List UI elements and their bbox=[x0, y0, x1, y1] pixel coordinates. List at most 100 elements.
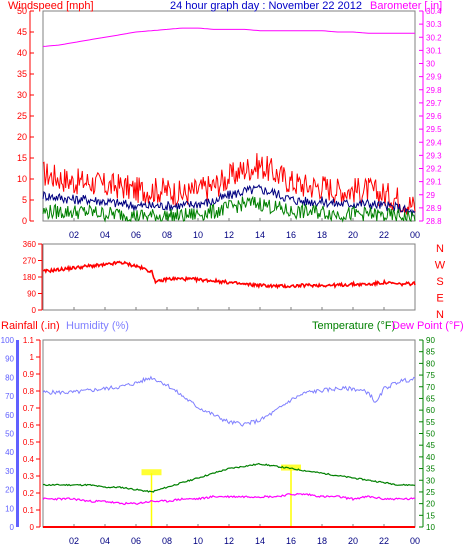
direction-tick-label: 90 bbox=[27, 290, 36, 299]
temperature-tick-label: 10 bbox=[426, 523, 435, 532]
wind-low-line bbox=[42, 195, 416, 223]
humidity-tick-label: 20 bbox=[5, 486, 14, 495]
x-tick-label: 02 bbox=[69, 536, 79, 546]
barometer-tick-label: 28.9 bbox=[426, 204, 442, 213]
barometer-tick-label: 29.2 bbox=[426, 165, 442, 174]
x-tick-label: 16 bbox=[286, 536, 296, 546]
barometer-tick-label: 29.7 bbox=[426, 99, 442, 108]
x-tick-label: 14 bbox=[255, 230, 265, 240]
direction-tick-label: 180 bbox=[23, 273, 37, 282]
x-tick-label: 04 bbox=[100, 536, 110, 546]
temperature-tick-label: 20 bbox=[426, 500, 435, 509]
temperature-line bbox=[42, 462, 416, 493]
barometer-tick-label: 30.3 bbox=[426, 20, 442, 29]
direction-tick-label: 270 bbox=[23, 257, 37, 266]
direction-tick-label: 360 bbox=[23, 240, 37, 249]
humidity-tick-label: 80 bbox=[5, 373, 14, 382]
temperature-tick-label: 70 bbox=[426, 383, 435, 392]
temperature-tick-label: 65 bbox=[426, 394, 435, 403]
humidity-tick-label: 60 bbox=[5, 411, 14, 420]
temperature-tick-label: 60 bbox=[426, 406, 435, 415]
x-tick-label: 22 bbox=[379, 230, 389, 240]
x-tick-label: 18 bbox=[317, 230, 327, 240]
wind-speed-line bbox=[42, 153, 416, 215]
rain-tick-label: 0.2 bbox=[23, 489, 35, 498]
wind-tick-label: 10 bbox=[17, 174, 27, 184]
wind-direction-line bbox=[42, 260, 416, 290]
x-tick-label: 06 bbox=[131, 536, 141, 546]
rain-tick-label: 0.6 bbox=[23, 421, 35, 430]
solar-marker-cap bbox=[281, 464, 301, 471]
humidity-tick-label: 50 bbox=[5, 430, 14, 439]
temperature-tick-label: 55 bbox=[426, 418, 435, 427]
rain-tick-label: 0.8 bbox=[23, 387, 35, 396]
rain-tick-label: 1.1 bbox=[23, 336, 35, 345]
temperature-tick-label: 75 bbox=[426, 371, 435, 380]
wind-tick-label: 50 bbox=[17, 6, 27, 16]
humidity-line bbox=[42, 375, 416, 427]
barometer-tick-label: 28.8 bbox=[426, 217, 442, 226]
barometer-tick-label: 29.6 bbox=[426, 112, 442, 121]
barometer-tick-label: 30.4 bbox=[426, 7, 442, 16]
temperature-tick-label: 35 bbox=[426, 465, 435, 474]
dewpoint-title: Dew Point (°F) bbox=[392, 320, 464, 332]
x-tick-label: 22 bbox=[379, 536, 389, 546]
barometer-tick-label: 29 bbox=[426, 191, 435, 200]
graph-title: 24 hour graph day : November 22 2012 bbox=[170, 0, 363, 12]
temperature-tick-label: 25 bbox=[426, 488, 435, 497]
humidity-title: Humidity (%) bbox=[66, 320, 129, 332]
x-tick-label: 12 bbox=[224, 536, 234, 546]
temperature-tick-label: 90 bbox=[426, 336, 435, 345]
temperature-tick-label: 40 bbox=[426, 453, 435, 462]
wind-tick-label: 5 bbox=[22, 195, 27, 205]
compass-label: N bbox=[436, 243, 444, 255]
wind-tick-label: 20 bbox=[17, 132, 27, 142]
wind-tick-label: 0 bbox=[22, 216, 27, 226]
rainfall-title: Rainfall (.in) bbox=[1, 320, 60, 332]
barometer-tick-label: 29.9 bbox=[426, 73, 442, 82]
temperature-tick-label: 80 bbox=[426, 359, 435, 368]
x-tick-label: 00 bbox=[410, 536, 420, 546]
temperature-tick-label: 50 bbox=[426, 430, 435, 439]
rain-tick-label: 0.9 bbox=[23, 370, 35, 379]
wind-tick-label: 40 bbox=[17, 48, 27, 58]
x-tick-label: 02 bbox=[69, 230, 79, 240]
wind-tick-label: 15 bbox=[17, 153, 27, 163]
barometer-title: Barometer [.in] bbox=[370, 0, 443, 12]
barometer-tick-label: 30.1 bbox=[426, 46, 442, 55]
temperature-tick-label: 15 bbox=[426, 511, 435, 520]
temperature-tick-label: 30 bbox=[426, 476, 435, 485]
x-tick-label: 08 bbox=[162, 536, 172, 546]
humidity-tick-label: 90 bbox=[5, 355, 14, 364]
x-tick-label: 12 bbox=[224, 230, 234, 240]
x-tick-label: 10 bbox=[193, 536, 203, 546]
barometer-tick-label: 29.1 bbox=[426, 178, 442, 187]
humidity-tick-label: 70 bbox=[5, 392, 14, 401]
barometer-tick-label: 29.5 bbox=[426, 125, 442, 134]
humidity-tick-label: 0 bbox=[10, 523, 15, 532]
x-tick-label: 00 bbox=[410, 230, 420, 240]
compass-label: E bbox=[436, 293, 443, 305]
humidity-axis-bar bbox=[16, 340, 19, 527]
dewpoint-line bbox=[42, 492, 416, 506]
rain-tick-label: 0.5 bbox=[23, 438, 35, 447]
temperature-tick-label: 85 bbox=[426, 348, 435, 357]
barometer-tick-label: 29.4 bbox=[426, 138, 442, 147]
direction-plot-frame bbox=[42, 243, 416, 311]
x-tick-label: 10 bbox=[193, 230, 203, 240]
x-tick-label: 08 bbox=[162, 230, 172, 240]
x-tick-label: 18 bbox=[317, 536, 327, 546]
x-tick-label: 16 bbox=[286, 230, 296, 240]
barometer-tick-label: 30.2 bbox=[426, 33, 442, 42]
wind-tick-label: 30 bbox=[17, 90, 27, 100]
x-tick-label: 20 bbox=[348, 536, 358, 546]
direction-tick-label: 0 bbox=[32, 306, 37, 315]
humidity-tick-label: 30 bbox=[5, 467, 14, 476]
temperature-tick-label: 45 bbox=[426, 441, 435, 450]
windspeed-title: Windspeed [mph] bbox=[8, 0, 94, 12]
compass-label: S bbox=[436, 276, 443, 288]
x-tick-label: 20 bbox=[348, 230, 358, 240]
wind-tick-label: 35 bbox=[17, 69, 27, 79]
